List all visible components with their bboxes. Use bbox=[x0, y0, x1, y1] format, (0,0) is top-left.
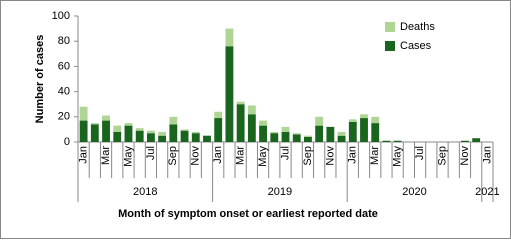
bar-segment bbox=[326, 126, 335, 142]
bar-segment bbox=[304, 135, 312, 137]
bar-segment bbox=[315, 116, 324, 126]
x-tick-label: May bbox=[257, 146, 269, 167]
x-tick-label: Sep bbox=[167, 146, 179, 166]
bar-segment bbox=[169, 124, 178, 142]
x-tick-label: Mar bbox=[235, 146, 247, 165]
x-axis-title: Month of symptom onset or earliest repor… bbox=[118, 208, 378, 220]
y-axis-title: Number of cases bbox=[34, 35, 46, 124]
bar-segment bbox=[102, 115, 110, 121]
x-tick-label: Jul bbox=[414, 146, 426, 160]
bar-segment bbox=[146, 133, 155, 142]
bar-segment bbox=[225, 46, 234, 142]
x-tick-label: Mar bbox=[369, 146, 381, 165]
bar-segment bbox=[337, 131, 346, 136]
x-tick-label: Mar bbox=[100, 146, 112, 165]
bar-segment bbox=[247, 114, 256, 142]
bar-segment bbox=[191, 131, 200, 134]
y-tick-label: 20 bbox=[58, 111, 70, 123]
legend-swatch bbox=[385, 22, 395, 32]
bar-segment bbox=[270, 131, 279, 134]
bar-segment bbox=[124, 125, 133, 142]
y-tick-label: 0 bbox=[64, 136, 70, 148]
bar-segment bbox=[113, 131, 122, 142]
x-tick-label: Sep bbox=[302, 146, 314, 166]
bar-segment bbox=[304, 136, 312, 142]
bar-segment bbox=[180, 130, 189, 142]
legend-swatch bbox=[385, 41, 395, 51]
bar-segment bbox=[113, 125, 122, 132]
x-tick-label: Jan bbox=[212, 146, 224, 164]
bar-segment bbox=[360, 118, 368, 142]
bar-segment bbox=[371, 123, 380, 142]
bar-segment bbox=[259, 125, 267, 142]
y-tick-label: 100 bbox=[52, 10, 70, 22]
x-tick-label: Jul bbox=[145, 146, 157, 160]
bar-segment bbox=[292, 133, 301, 135]
bar-segment bbox=[79, 106, 88, 121]
bar-segment bbox=[236, 104, 245, 142]
bar-segment bbox=[79, 120, 88, 142]
bar-segment bbox=[214, 111, 223, 119]
bar-segment bbox=[236, 101, 245, 105]
bar-segment bbox=[124, 123, 133, 126]
x-tick-label: Jan bbox=[481, 146, 493, 164]
x-tick-label: Jan bbox=[78, 146, 90, 164]
bar-segment bbox=[337, 135, 346, 142]
bar-segment bbox=[90, 123, 99, 125]
bar-segment bbox=[259, 120, 267, 126]
x-tick-label: Nov bbox=[459, 146, 471, 166]
bar-segment bbox=[102, 120, 110, 142]
x-tick-label: May bbox=[122, 146, 134, 167]
legend-label: Cases bbox=[400, 40, 432, 52]
bar-segment bbox=[315, 125, 324, 142]
x-tick-label: Sep bbox=[436, 146, 448, 166]
bar-segment bbox=[203, 135, 211, 142]
bar-segment bbox=[281, 126, 290, 132]
bar-segment bbox=[158, 135, 167, 142]
bar-segment bbox=[348, 119, 357, 122]
y-tick-label: 80 bbox=[58, 35, 70, 47]
bar-segment bbox=[158, 131, 167, 136]
bar-segment bbox=[90, 124, 99, 142]
x-tick-label: May bbox=[392, 146, 404, 167]
year-label: 2018 bbox=[133, 186, 157, 198]
bar-segment bbox=[135, 128, 144, 131]
bar-segment bbox=[146, 130, 155, 134]
year-label: 2021 bbox=[475, 186, 499, 198]
bar-segment bbox=[292, 134, 301, 142]
year-label: 2019 bbox=[268, 186, 292, 198]
bar-segment bbox=[169, 116, 178, 125]
legend-label: Deaths bbox=[400, 21, 435, 33]
y-tick-label: 60 bbox=[58, 60, 70, 72]
bar-segment bbox=[191, 133, 200, 142]
bar-segment bbox=[360, 114, 368, 119]
bar-segment bbox=[393, 140, 402, 142]
x-tick-label: Jul bbox=[279, 146, 291, 160]
x-tick-label: Nov bbox=[190, 146, 202, 166]
bar-segment bbox=[461, 140, 469, 142]
x-tick-label: Nov bbox=[324, 146, 336, 166]
bar-segment bbox=[348, 121, 357, 142]
bar-segment bbox=[225, 28, 234, 47]
bar-segment bbox=[472, 138, 481, 142]
bar-segment bbox=[214, 118, 223, 142]
bar-segment bbox=[270, 133, 279, 142]
year-label: 2020 bbox=[402, 186, 426, 198]
bar-segment bbox=[247, 105, 256, 115]
x-tick-label: Jan bbox=[347, 146, 359, 164]
bar-segment bbox=[281, 131, 290, 142]
bar-segment bbox=[371, 116, 380, 124]
y-tick-label: 40 bbox=[58, 86, 70, 98]
bar-segment bbox=[135, 130, 144, 142]
bar-segment bbox=[180, 129, 189, 131]
bar-segment bbox=[382, 140, 391, 142]
